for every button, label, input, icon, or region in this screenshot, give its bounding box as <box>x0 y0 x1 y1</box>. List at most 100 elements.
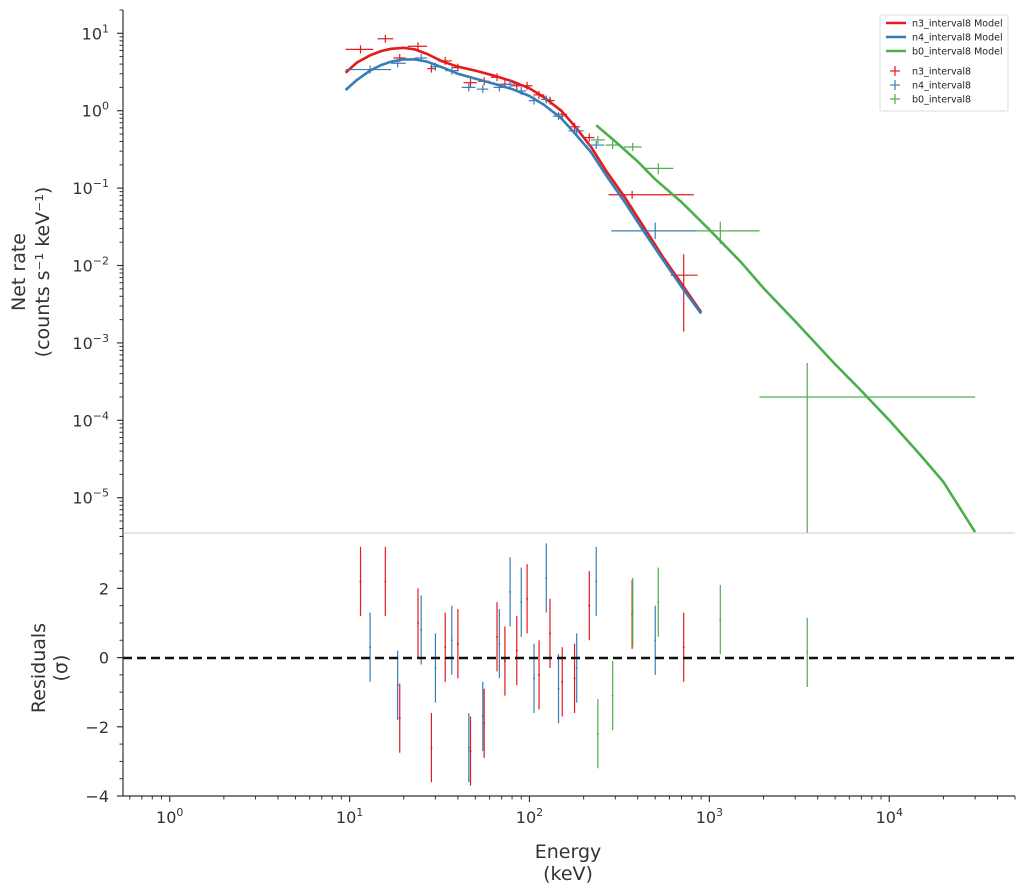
n4-interval8-data-point <box>541 95 552 104</box>
b0-interval8-data-point <box>591 135 605 144</box>
n3-interval8-residual <box>359 546 362 617</box>
n3-interval8-residual-marker <box>456 642 459 645</box>
b0-interval8-residual <box>631 577 634 648</box>
n3-interval8-model-line <box>344 46 703 313</box>
n4-interval8-data-point <box>414 53 428 62</box>
b0-interval8-residual <box>806 617 809 687</box>
n4-interval8-residual <box>557 654 560 724</box>
b0-interval8-data-point <box>696 221 760 244</box>
n3-interval8-residual-marker <box>496 635 499 638</box>
n3-interval8-residual-marker <box>561 680 564 683</box>
n3-interval8-data-point <box>437 56 452 65</box>
x-tick-label: 103 <box>696 806 723 827</box>
n3-interval8-residual <box>503 626 506 696</box>
b0-interval8-residual <box>596 699 599 769</box>
n4-interval8-residual-marker <box>396 684 399 687</box>
b0-interval8-residual-marker <box>611 694 614 697</box>
n3-interval8-data-point <box>377 34 394 43</box>
b0-interval8-residual <box>611 661 614 731</box>
n3-interval8-residual <box>416 588 419 658</box>
n3-interval8-residual-marker <box>384 580 387 583</box>
n4-interval8-residual-marker <box>467 746 470 749</box>
n3-interval8-residual-marker <box>515 649 518 652</box>
y-axis-title-bottom: Residuals <box>28 623 50 713</box>
n3-interval8-residual <box>682 612 685 682</box>
y-top-tick-label: 10−1 <box>72 177 109 198</box>
y-axis-title-top: Net rate <box>8 233 30 311</box>
y-bottom-tick-label: −4 <box>85 787 109 806</box>
n3-interval8-residual-marker <box>469 750 472 753</box>
n4-interval8-residual-marker <box>498 642 501 645</box>
n4-interval8-data-point <box>503 80 516 89</box>
n4-interval8-residual-marker <box>595 580 598 583</box>
n3-interval8-data-point <box>407 42 428 51</box>
n3-interval8-residual <box>444 612 447 682</box>
n3-interval8-residual <box>430 712 433 783</box>
n4-interval8-residual <box>498 609 501 679</box>
n3-interval8-residual <box>538 640 541 710</box>
b0-interval8-data-point <box>759 363 976 533</box>
n3-interval8-residual-marker <box>430 746 433 749</box>
n4-interval8-residual-marker <box>545 576 548 579</box>
n4-interval8-data-point <box>345 65 392 74</box>
n3-interval8-data-point <box>670 254 698 332</box>
n3-interval8-residual-marker <box>682 646 685 649</box>
n4-interval8-data-point <box>515 86 527 95</box>
n4-interval8-model-line <box>344 58 703 315</box>
n4-interval8-residual <box>595 546 598 617</box>
n3-interval8-residual <box>526 564 529 634</box>
x-tick-label: 101 <box>336 806 363 827</box>
n3-interval8-data-point <box>427 64 436 73</box>
n4-interval8-data-point <box>430 62 441 71</box>
n3-interval8-residual <box>384 546 387 617</box>
b0-interval8-model-line <box>595 124 977 533</box>
n4-interval8-residual <box>654 605 657 675</box>
n4-interval8-residual <box>575 633 578 703</box>
n4-interval8-residual-marker <box>557 687 560 690</box>
n4-interval8-residual-marker <box>654 639 657 642</box>
n4-interval8-data-point <box>611 222 697 240</box>
n4-interval8-data-point <box>552 112 564 121</box>
y-top-tick-label: 10−2 <box>72 255 109 276</box>
n3-interval8-data-point <box>490 73 503 82</box>
n4-interval8-residual <box>481 681 484 752</box>
legend-box <box>879 14 1009 112</box>
legend-data-label: n3_interval8 <box>912 67 971 78</box>
legend-data-label: b0_interval8 <box>912 95 971 106</box>
x-tick-label: 104 <box>876 806 903 827</box>
y-bottom-tick-label: −2 <box>85 718 109 737</box>
n3-interval8-residual-marker <box>483 722 486 725</box>
n4-interval8-residual <box>533 643 536 713</box>
n4-interval8-residual <box>545 543 548 613</box>
n3-interval8-residual <box>496 602 499 672</box>
n3-interval8-residual <box>483 688 486 758</box>
bottom-panel <box>359 543 809 786</box>
b0-interval8-data-point <box>605 141 621 150</box>
legend: n3_interval8 Model n4_interval8 Model b0_i… <box>879 14 1009 112</box>
n4-interval8-data-point <box>568 126 584 135</box>
y-axis-unit-top: (counts s⁻¹ keV⁻¹) <box>32 187 54 358</box>
n4-interval8-data-point <box>476 85 489 94</box>
b0-interval8-residual-marker <box>806 651 809 654</box>
b0-interval8-data-point <box>623 142 642 151</box>
n3-interval8-residual-marker <box>526 597 529 600</box>
x-axis-unit: (keV) <box>543 863 593 885</box>
n4-interval8-residual-marker <box>420 628 423 631</box>
n4-interval8-residual-marker <box>369 646 372 649</box>
y-top-tick-label: 101 <box>82 22 109 43</box>
y-bottom-tick-label: 0 <box>99 649 109 668</box>
n4-interval8-residual-marker <box>450 639 453 642</box>
n3-interval8-data-point <box>521 81 533 90</box>
n3-interval8-residual <box>548 598 551 668</box>
legend-model-label: b0_interval8 Model <box>912 47 1003 58</box>
n4-interval8-data-point <box>493 83 505 92</box>
b0-interval8-residual-marker <box>631 611 634 614</box>
n3-interval8-data-point <box>583 133 595 142</box>
x-tick-label: 100 <box>156 806 183 827</box>
n3-interval8-residual <box>588 571 591 641</box>
n3-interval8-residual-marker <box>359 580 362 583</box>
n3-interval8-data-point <box>533 90 545 99</box>
n4-interval8-residual-marker <box>434 666 437 669</box>
n3-interval8-residual <box>573 643 576 713</box>
